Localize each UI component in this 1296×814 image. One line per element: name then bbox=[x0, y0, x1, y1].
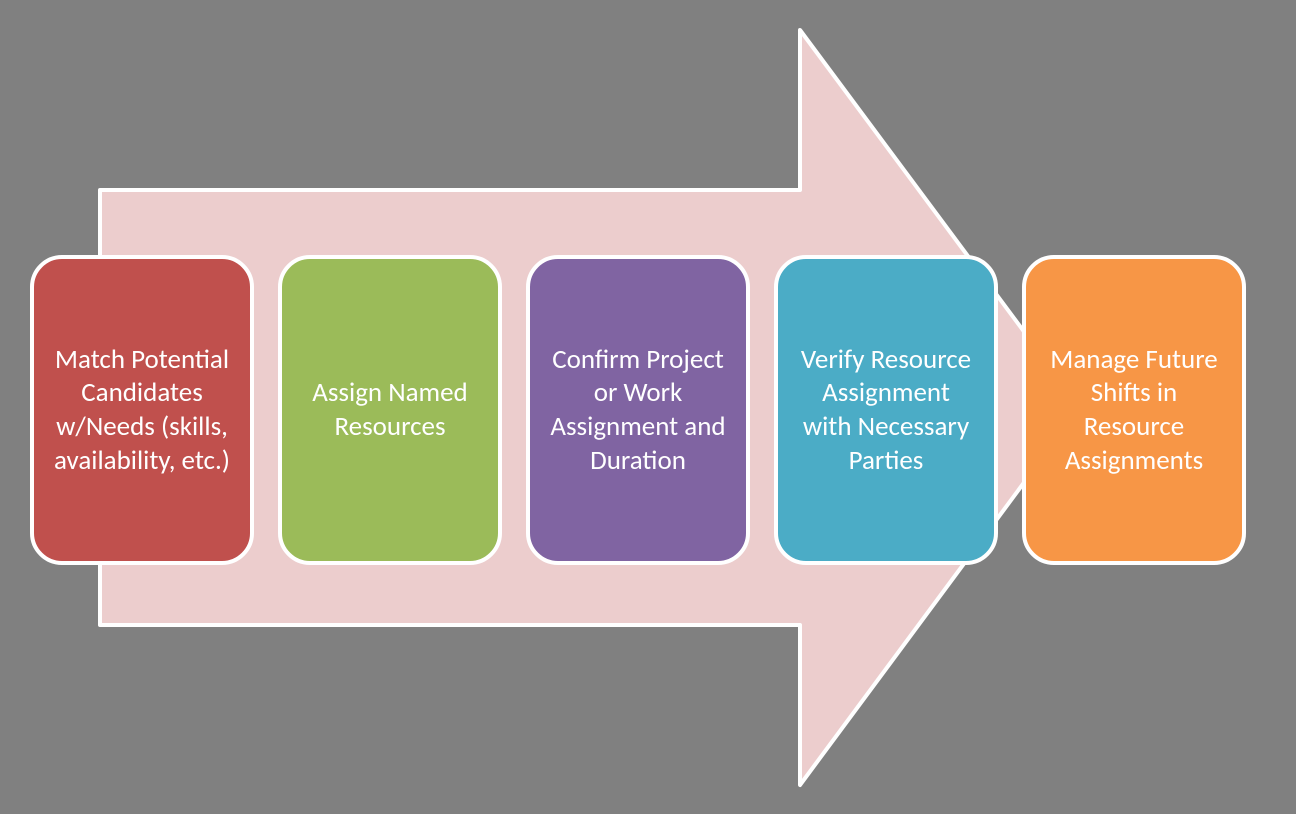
step-3: Confirm Project or Work Assignment and D… bbox=[526, 255, 750, 565]
step-2-label: Assign Named Resources bbox=[300, 376, 480, 444]
step-1-label: Match Potential Candidates w/Needs (skil… bbox=[52, 343, 232, 478]
step-5: Manage Future Shifts in Resource Assignm… bbox=[1022, 255, 1246, 565]
step-4-label: Verify Resource Assignment with Necessar… bbox=[796, 343, 976, 478]
process-flow-diagram: Match Potential Candidates w/Needs (skil… bbox=[0, 0, 1296, 814]
step-boxes-container: Match Potential Candidates w/Needs (skil… bbox=[30, 255, 1246, 565]
step-4: Verify Resource Assignment with Necessar… bbox=[774, 255, 998, 565]
step-1: Match Potential Candidates w/Needs (skil… bbox=[30, 255, 254, 565]
step-3-label: Confirm Project or Work Assignment and D… bbox=[548, 343, 728, 478]
step-2: Assign Named Resources bbox=[278, 255, 502, 565]
step-5-label: Manage Future Shifts in Resource Assignm… bbox=[1044, 343, 1224, 478]
